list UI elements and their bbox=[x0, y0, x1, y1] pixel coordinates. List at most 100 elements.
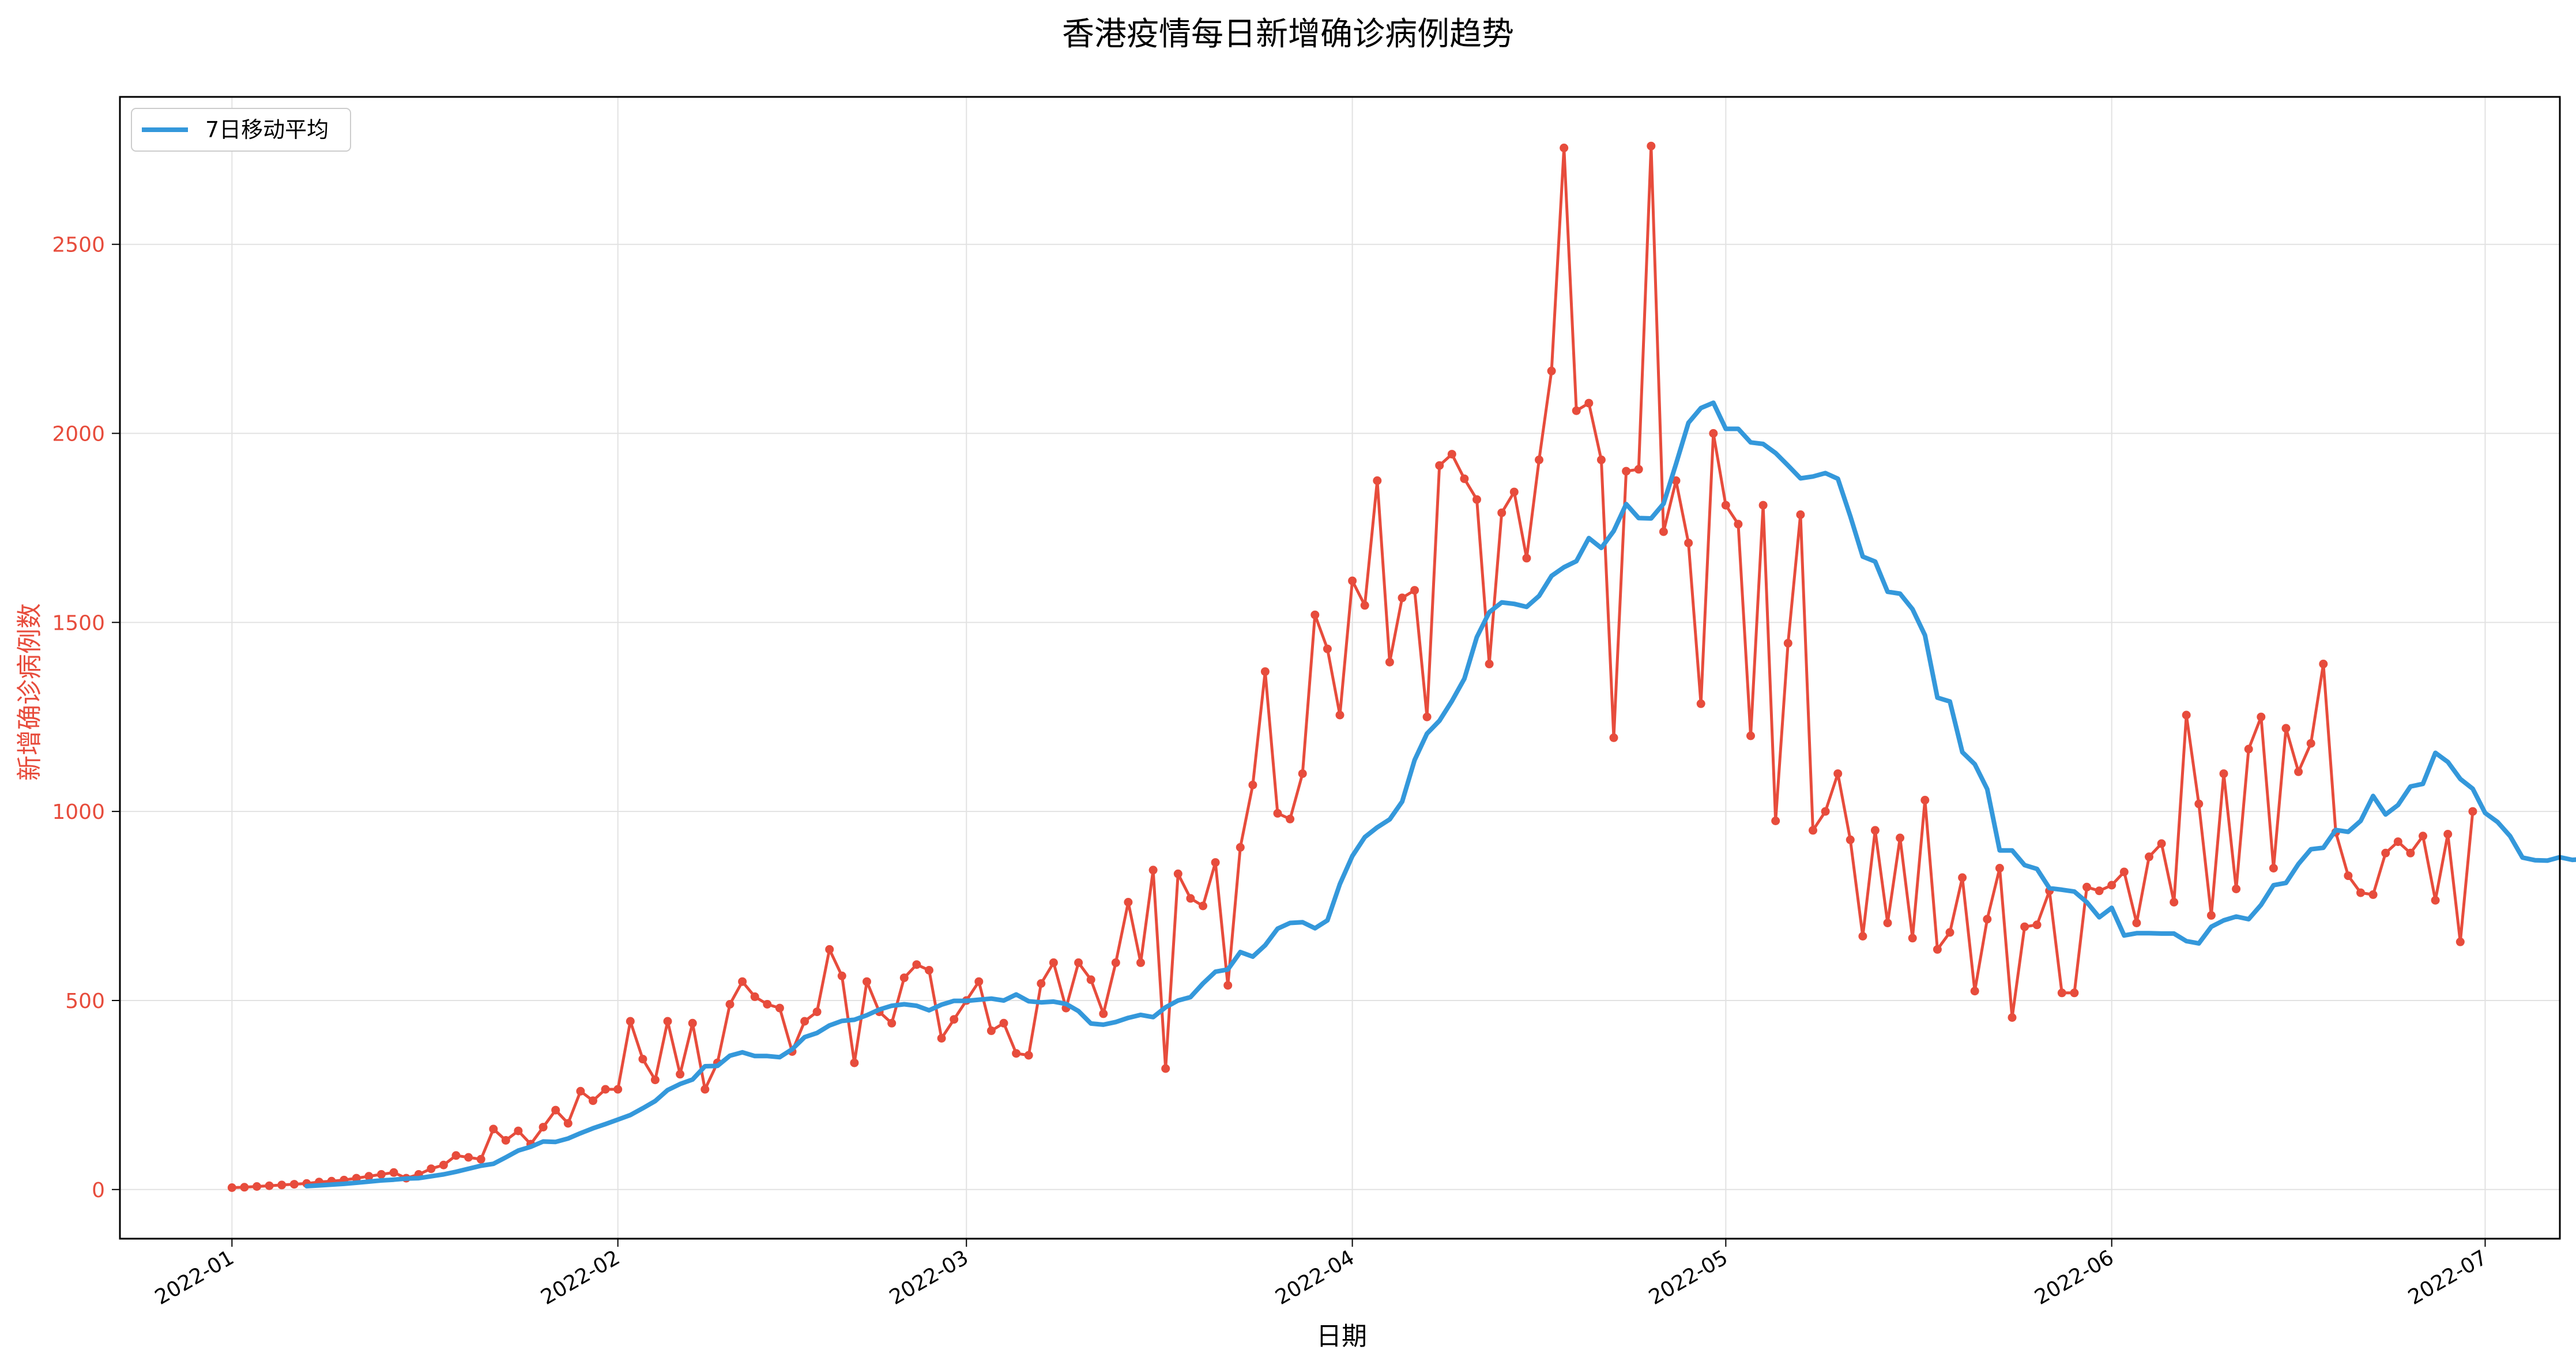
daily-cases-point bbox=[2294, 767, 2303, 776]
y-axis-label: 新增确诊病例数 bbox=[15, 603, 44, 781]
daily-cases-point bbox=[1783, 638, 1792, 648]
daily-cases-point bbox=[950, 1015, 959, 1024]
daily-cases-point bbox=[899, 973, 909, 983]
daily-cases-point bbox=[1634, 465, 1643, 474]
daily-cases-point bbox=[701, 1085, 710, 1094]
daily-cases-point bbox=[1173, 869, 1182, 878]
daily-cases-point bbox=[1260, 667, 1270, 676]
daily-cases-point bbox=[240, 1183, 249, 1192]
daily-cases-point bbox=[2107, 881, 2116, 890]
daily-cases-point bbox=[1460, 474, 1469, 483]
daily-cases-point bbox=[589, 1096, 597, 1105]
daily-cases-point bbox=[1348, 576, 1357, 585]
daily-cases-point bbox=[2281, 724, 2291, 733]
daily-cases-point bbox=[1584, 398, 1594, 408]
daily-cases-point bbox=[1273, 808, 1282, 818]
daily-cases-point bbox=[2095, 886, 2104, 896]
daily-cases-point bbox=[912, 960, 921, 969]
daily-cases-point bbox=[2057, 988, 2066, 998]
daily-cases-point bbox=[2206, 911, 2216, 920]
daily-cases-point bbox=[837, 971, 846, 980]
daily-cases-point bbox=[1833, 769, 1843, 778]
daily-cases-point bbox=[1908, 934, 1917, 943]
daily-cases-point bbox=[2244, 744, 2253, 754]
daily-cases-point bbox=[825, 945, 834, 954]
daily-cases-point bbox=[650, 1075, 660, 1085]
daily-cases-point bbox=[2319, 659, 2328, 668]
daily-cases-point bbox=[1286, 814, 1295, 823]
daily-cases-point bbox=[999, 1018, 1008, 1028]
daily-cases-point bbox=[1896, 833, 1905, 843]
daily-cases-point bbox=[1398, 593, 1407, 603]
daily-cases-point bbox=[1522, 554, 1531, 563]
daily-cases-point bbox=[1323, 644, 1332, 653]
daily-cases-point bbox=[265, 1181, 274, 1190]
daily-cases-point bbox=[2170, 898, 2179, 907]
daily-cases-point bbox=[1958, 873, 1967, 882]
daily-cases-point bbox=[1136, 958, 1145, 967]
daily-cases-point bbox=[2393, 837, 2402, 847]
series-moving-average bbox=[304, 400, 2576, 1189]
daily-cases-point bbox=[2368, 890, 2378, 899]
daily-cases-point bbox=[1696, 699, 1705, 708]
daily-cases-point bbox=[676, 1070, 685, 1079]
daily-cases-point bbox=[1497, 508, 1507, 517]
daily-cases-point bbox=[2443, 830, 2453, 838]
daily-cases-point bbox=[2306, 739, 2315, 748]
daily-cases-point bbox=[1223, 981, 1233, 990]
daily-cases-point bbox=[1846, 835, 1855, 844]
daily-cases-point bbox=[1485, 659, 1494, 668]
legend-box bbox=[131, 108, 351, 152]
daily-cases-point bbox=[1086, 975, 1095, 984]
daily-cases-point bbox=[2008, 1013, 2017, 1022]
daily-cases-point bbox=[451, 1151, 461, 1160]
daily-cases-point bbox=[389, 1168, 398, 1177]
daily-cases-point bbox=[1248, 780, 1257, 789]
daily-cases-point bbox=[688, 1018, 697, 1028]
daily-cases-point bbox=[2070, 988, 2079, 998]
daily-cases-point bbox=[514, 1126, 523, 1135]
daily-cases-point bbox=[489, 1124, 498, 1134]
daily-cases-point bbox=[2344, 871, 2353, 881]
daily-cases-point bbox=[1622, 467, 1631, 476]
daily-cases-point bbox=[750, 992, 759, 1001]
daily-cases-point bbox=[763, 1000, 772, 1009]
daily-cases-point bbox=[725, 1000, 735, 1009]
daily-cases-point bbox=[1310, 610, 1320, 619]
daily-cases-point bbox=[1111, 958, 1120, 967]
daily-cases-point bbox=[1435, 461, 1444, 470]
daily-cases-point bbox=[1721, 501, 1730, 510]
y-tick-label: 1500 bbox=[52, 611, 105, 635]
daily-cases-point bbox=[974, 977, 984, 986]
daily-cases-point bbox=[1099, 1009, 1108, 1018]
daily-cases-point bbox=[2119, 867, 2129, 877]
daily-cases-point bbox=[1547, 366, 1556, 375]
daily-cases-point bbox=[1945, 928, 1954, 937]
daily-cases-point bbox=[1970, 987, 1979, 996]
daily-cases-point bbox=[601, 1085, 610, 1094]
y-tick-label: 500 bbox=[65, 990, 105, 1013]
daily-cases-point bbox=[1858, 932, 1867, 941]
daily-cases-point bbox=[1596, 455, 1606, 464]
daily-cases-point bbox=[1422, 712, 1432, 721]
daily-cases-point bbox=[1933, 945, 1942, 954]
x-axis-label: 日期 bbox=[1316, 1322, 1367, 1351]
plot-frame bbox=[119, 96, 2561, 1240]
series-daily bbox=[227, 141, 2477, 1192]
daily-cases-point bbox=[563, 1119, 573, 1128]
daily-cases-point bbox=[2157, 839, 2166, 848]
daily-cases-point bbox=[1734, 520, 1743, 529]
daily-cases-point bbox=[2182, 710, 2191, 720]
daily-cases-point bbox=[1684, 539, 1693, 548]
daily-cases-point bbox=[2468, 807, 2477, 816]
daily-cases-point bbox=[1074, 958, 1083, 967]
daily-cases-point bbox=[1983, 915, 1992, 924]
daily-cases-point bbox=[2145, 852, 2153, 862]
daily-cases-point bbox=[925, 966, 933, 975]
daily-cases-point bbox=[986, 1026, 996, 1035]
daily-cases-point bbox=[364, 1172, 374, 1181]
daily-cases-point bbox=[2269, 864, 2278, 872]
daily-cases-point bbox=[1870, 826, 1880, 835]
